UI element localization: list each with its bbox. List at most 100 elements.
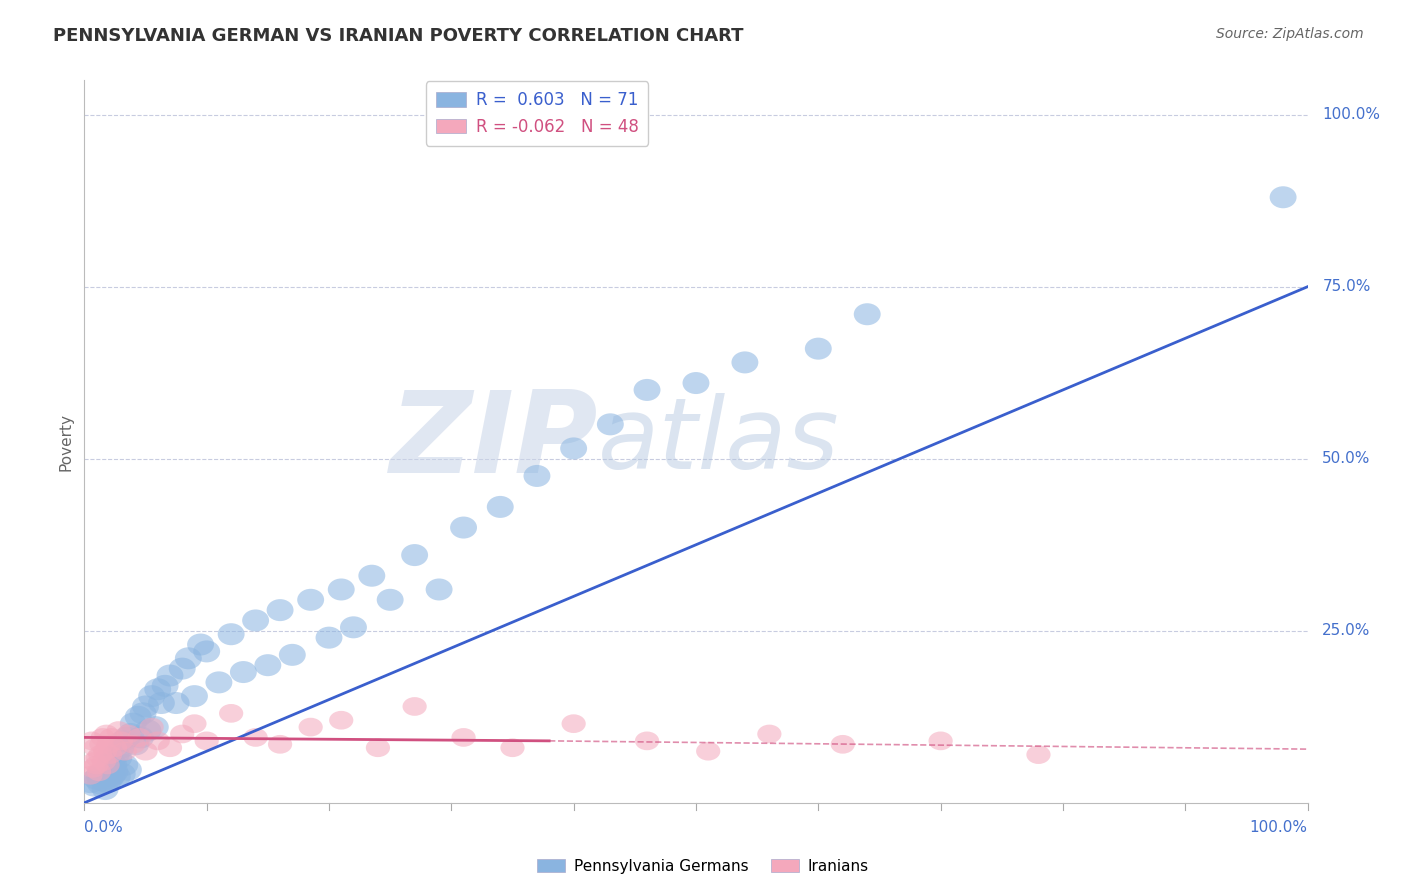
Ellipse shape [108, 763, 136, 785]
Ellipse shape [134, 742, 157, 761]
Ellipse shape [94, 724, 118, 743]
Ellipse shape [86, 748, 110, 767]
Ellipse shape [231, 661, 257, 683]
Ellipse shape [93, 742, 117, 761]
Ellipse shape [170, 724, 194, 743]
Ellipse shape [804, 338, 832, 359]
Ellipse shape [634, 379, 661, 401]
Ellipse shape [298, 718, 323, 737]
Ellipse shape [267, 599, 294, 621]
Ellipse shape [501, 739, 524, 757]
Ellipse shape [87, 772, 114, 795]
Ellipse shape [96, 757, 122, 780]
Ellipse shape [401, 544, 427, 566]
Ellipse shape [731, 351, 758, 374]
Ellipse shape [121, 735, 145, 754]
Ellipse shape [125, 706, 152, 728]
Ellipse shape [450, 516, 477, 539]
Ellipse shape [79, 766, 103, 785]
Text: 75.0%: 75.0% [1322, 279, 1371, 294]
Ellipse shape [402, 698, 427, 715]
Ellipse shape [142, 716, 169, 738]
Ellipse shape [111, 754, 138, 776]
Ellipse shape [146, 731, 170, 750]
Ellipse shape [1026, 746, 1050, 764]
Ellipse shape [90, 770, 117, 792]
Ellipse shape [91, 778, 118, 800]
Ellipse shape [110, 730, 136, 752]
Ellipse shape [90, 728, 115, 747]
Ellipse shape [219, 704, 243, 723]
Ellipse shape [163, 692, 190, 714]
Ellipse shape [278, 644, 305, 665]
Ellipse shape [329, 711, 353, 730]
Ellipse shape [138, 685, 165, 707]
Ellipse shape [77, 772, 104, 793]
Ellipse shape [80, 759, 105, 778]
Text: 100.0%: 100.0% [1322, 107, 1381, 122]
Ellipse shape [89, 746, 112, 764]
Ellipse shape [598, 413, 624, 435]
Legend: R =  0.603   N = 71, R = -0.062   N = 48: R = 0.603 N = 71, R = -0.062 N = 48 [426, 81, 648, 145]
Ellipse shape [83, 768, 110, 789]
Ellipse shape [377, 589, 404, 611]
Ellipse shape [183, 714, 207, 733]
Ellipse shape [451, 728, 475, 747]
Text: atlas: atlas [598, 393, 839, 490]
Ellipse shape [560, 437, 588, 459]
Ellipse shape [366, 739, 389, 757]
Ellipse shape [157, 739, 183, 757]
Ellipse shape [328, 579, 354, 600]
Ellipse shape [80, 774, 108, 797]
Ellipse shape [103, 744, 129, 765]
Ellipse shape [359, 565, 385, 587]
Ellipse shape [561, 714, 586, 733]
Ellipse shape [523, 465, 550, 487]
Ellipse shape [315, 627, 343, 648]
Ellipse shape [242, 609, 269, 632]
Ellipse shape [426, 579, 453, 600]
Ellipse shape [135, 720, 162, 741]
Text: 100.0%: 100.0% [1250, 820, 1308, 835]
Ellipse shape [87, 763, 111, 781]
Ellipse shape [254, 654, 281, 676]
Y-axis label: Poverty: Poverty [58, 412, 73, 471]
Legend: Pennsylvania Germans, Iranians: Pennsylvania Germans, Iranians [531, 853, 875, 880]
Ellipse shape [181, 685, 208, 707]
Ellipse shape [340, 616, 367, 639]
Ellipse shape [853, 303, 880, 326]
Ellipse shape [145, 678, 172, 700]
Ellipse shape [243, 728, 267, 747]
Ellipse shape [101, 761, 128, 783]
Ellipse shape [98, 746, 122, 764]
Ellipse shape [94, 772, 121, 793]
Ellipse shape [1270, 186, 1296, 208]
Ellipse shape [100, 728, 124, 747]
Ellipse shape [104, 765, 131, 788]
Ellipse shape [84, 756, 108, 774]
Ellipse shape [122, 733, 149, 756]
Ellipse shape [636, 731, 659, 750]
Ellipse shape [82, 752, 107, 771]
Ellipse shape [97, 768, 124, 789]
Ellipse shape [91, 752, 117, 771]
Ellipse shape [205, 672, 232, 693]
Ellipse shape [139, 718, 163, 737]
Ellipse shape [831, 735, 855, 754]
Ellipse shape [169, 657, 195, 680]
Text: ZIP: ZIP [389, 386, 598, 497]
Ellipse shape [128, 728, 152, 747]
Ellipse shape [90, 735, 114, 754]
Ellipse shape [127, 726, 155, 748]
Ellipse shape [105, 747, 132, 769]
Ellipse shape [193, 640, 221, 663]
Text: 50.0%: 50.0% [1322, 451, 1371, 467]
Ellipse shape [218, 624, 245, 645]
Text: PENNSYLVANIA GERMAN VS IRANIAN POVERTY CORRELATION CHART: PENNSYLVANIA GERMAN VS IRANIAN POVERTY C… [53, 27, 744, 45]
Ellipse shape [117, 723, 145, 745]
Ellipse shape [89, 765, 117, 788]
Ellipse shape [108, 737, 135, 759]
Ellipse shape [107, 722, 131, 739]
Ellipse shape [98, 764, 127, 786]
Ellipse shape [132, 696, 159, 717]
